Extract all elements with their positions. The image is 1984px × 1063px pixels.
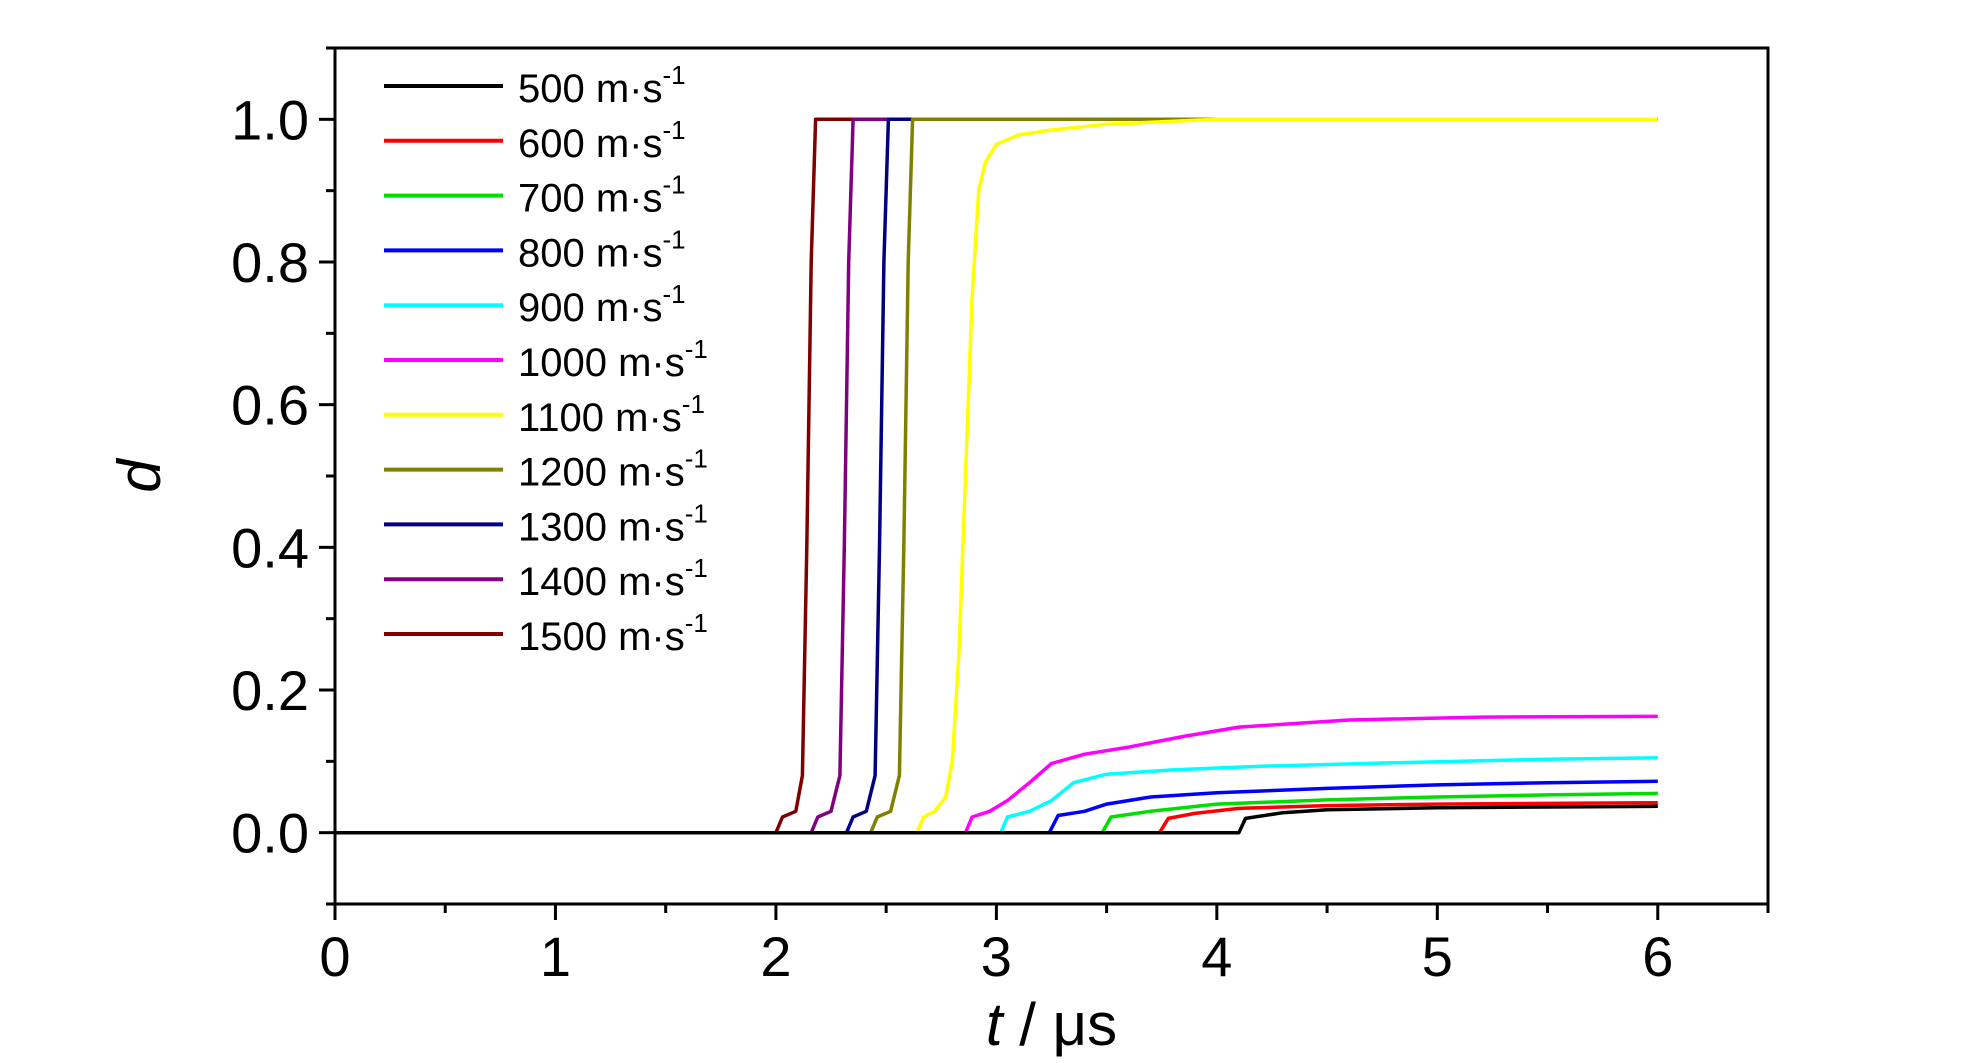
series-line-6: [335, 714, 1658, 835]
legend-label: 1200 m·s-1: [518, 444, 708, 495]
y-tick-label: 0.2: [231, 659, 309, 722]
legend-label-text: 1200 m·s: [518, 451, 685, 495]
legend-label-text: 900 m·s: [518, 286, 663, 330]
legend-label-superscript: -1: [682, 389, 705, 419]
y-tick-label: 0.8: [231, 231, 309, 294]
legend-label: 1400 m·s-1: [518, 553, 708, 604]
legend-label: 700 m·s-1: [518, 170, 686, 221]
legend-label-text: 1000 m·s: [518, 341, 685, 385]
legend-label-superscript: -1: [685, 498, 708, 528]
legend-label-superscript: -1: [663, 115, 686, 145]
legend-label: 800 m·s-1: [518, 224, 686, 275]
series-line-2: [335, 800, 1658, 835]
legend-label-text: 1500 m·s: [518, 615, 685, 659]
series-line-10: [335, 117, 1658, 835]
series-line-1: [335, 804, 1658, 835]
legend-label-text: 800 m·s: [518, 231, 663, 275]
x-tick-label: 0: [319, 925, 350, 988]
x-tick-label: 5: [1422, 925, 1453, 988]
series-line-4: [335, 779, 1658, 835]
legend-label-superscript: -1: [663, 224, 686, 254]
plot-series: [335, 117, 1658, 835]
x-axis-title-var: t: [986, 991, 1005, 1058]
legend-label: 500 m·s-1: [518, 60, 686, 111]
legend-label-superscript: -1: [685, 444, 708, 474]
legend-label-text: 600 m·s: [518, 122, 663, 166]
legend-label-text: 1300 m·s: [518, 505, 685, 549]
legend-label-superscript: -1: [663, 279, 686, 309]
legend-label: 1000 m·s-1: [518, 334, 708, 385]
legend-label-superscript: -1: [663, 170, 686, 200]
series-line-8: [335, 117, 1658, 835]
legend-label: 1100 m·s-1: [518, 389, 705, 440]
legend-label-superscript: -1: [685, 334, 708, 364]
x-axis: 0 1 2 3 4 5 6: [319, 904, 1770, 988]
legend-label: 900 m·s-1: [518, 279, 686, 330]
x-axis-title-unit: / μs: [1003, 991, 1118, 1058]
series-line-3: [335, 791, 1658, 835]
legend-label-superscript: -1: [685, 553, 708, 583]
legend-label: 600 m·s-1: [518, 115, 686, 166]
x-tick-label: 1: [540, 925, 571, 988]
series-line-5: [335, 756, 1658, 835]
series-line-9: [335, 117, 1658, 835]
legend-label-text: 1400 m·s: [518, 560, 685, 604]
series-line-11: [335, 117, 1658, 835]
y-tick-label: 1.0: [231, 88, 309, 151]
legend-label: 1300 m·s-1: [518, 498, 708, 549]
x-tick-label: 6: [1642, 925, 1673, 988]
y-tick-label: 0.6: [231, 374, 309, 437]
x-axis-title: t / μs: [986, 991, 1117, 1058]
series-line-7: [335, 117, 1658, 835]
y-tick-label: 0.0: [231, 802, 309, 865]
legend-label-text: 700 m·s: [518, 177, 663, 221]
y-axis-title: d: [106, 458, 173, 493]
legend-label-superscript: -1: [685, 608, 708, 638]
x-tick-label: 3: [981, 925, 1012, 988]
legend-label: 1500 m·s-1: [518, 608, 708, 659]
x-tick-label: 4: [1201, 925, 1232, 988]
legend-label-text: 1100 m·s: [518, 396, 682, 440]
legend-label-superscript: -1: [663, 60, 686, 90]
x-tick-label: 2: [760, 925, 791, 988]
y-tick-label: 0.4: [231, 516, 309, 579]
legend-label-text: 500 m·s: [518, 67, 663, 111]
y-axis: 0.0 0.2 0.4 0.6 0.8 1.0: [231, 46, 335, 906]
